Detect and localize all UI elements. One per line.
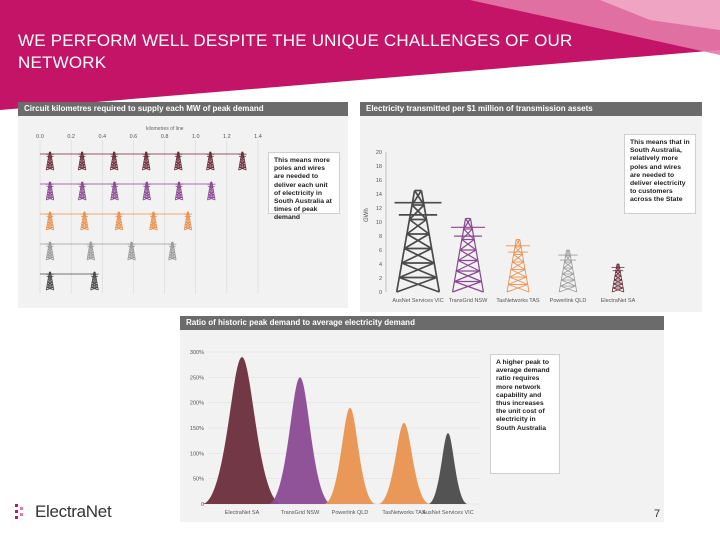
- slide-header: WE PERFORM WELL DESPITE THE UNIQUE CHALL…: [0, 0, 720, 110]
- transmitted-category-label: TransGrid NSW: [449, 298, 488, 304]
- circuit-km-tower: [110, 181, 119, 201]
- transmitted-category-label: TasNetworks TAS: [496, 298, 540, 304]
- circuit-km-tower: [168, 241, 177, 261]
- transmitted-chart-title: Electricity transmitted per $1 million o…: [360, 102, 702, 116]
- circuit-km-tick-label: 0.0: [36, 134, 44, 140]
- circuit-km-tick-label: 0.8: [161, 134, 169, 140]
- circuit-km-callout: This means more poles and wires are need…: [268, 152, 340, 221]
- transmitted-bar: [611, 263, 625, 293]
- transmitted-callout: This means that in South Australia, rela…: [624, 134, 696, 214]
- circuit-km-tower: [45, 271, 55, 291]
- transmitted-bar: [394, 189, 442, 293]
- circuit-km-tower: [78, 181, 87, 201]
- transmitted-tick-label: 16: [376, 178, 382, 184]
- peak-ratio-tick-label: 250%: [190, 375, 204, 381]
- circuit-km-tower: [109, 151, 119, 171]
- peak-ratio-category-label: ElectraNet SA: [225, 510, 260, 516]
- transmitted-tick-label: 0: [379, 290, 382, 296]
- circuit-km-tower: [183, 211, 193, 231]
- transmitted-y-axis-label: GWh: [364, 208, 370, 222]
- circuit-km-tower: [142, 151, 151, 171]
- circuit-km-tower: [80, 211, 89, 231]
- peak-ratio-category-label: TasNetworks TAS: [382, 510, 426, 516]
- circuit-km-tick-label: 1.0: [192, 134, 200, 140]
- circuit-km-tower: [206, 151, 215, 171]
- circuit-km-tick-label: 0.4: [98, 134, 106, 140]
- peak-ratio-chart: 0 50% 100% 150% 200% 250% 300% ElectraNet SA Tr…: [190, 350, 480, 516]
- circuit-km-tower: [90, 271, 99, 291]
- peak-ratio-tick-label: 0: [201, 502, 204, 508]
- circuit-km-tower: [45, 211, 55, 231]
- circuit-km-tower: [149, 211, 158, 231]
- circuit-km-panel: Circuit kilometres required to supply ea…: [18, 102, 348, 308]
- circuit-km-tick-label: 1.2: [223, 134, 231, 140]
- peak-ratio-category-label: TransGrid NSW: [281, 510, 320, 516]
- peak-ratio-tick-label: 300%: [190, 350, 204, 356]
- circuit-km-tower: [174, 151, 183, 171]
- peak-ratio-category-label: AusNet Services VIC: [422, 510, 473, 516]
- circuit-km-tower: [127, 241, 136, 261]
- peak-ratio-tick-label: 50%: [193, 477, 204, 483]
- circuit-km-tower: [77, 151, 87, 171]
- circuit-km-axis-label: kilometres of line: [146, 126, 184, 132]
- peak-ratio-peak: [378, 422, 430, 504]
- circuit-km-tower: [86, 241, 95, 261]
- peak-ratio-tick-label: 100%: [190, 451, 204, 457]
- circuit-km-tick-label: 0.6: [130, 134, 138, 140]
- peak-ratio-callout: A higher peak to average demand ratio re…: [490, 354, 560, 474]
- circuit-km-tower: [45, 181, 55, 201]
- electranet-logo-text: ElectraNet: [35, 502, 112, 521]
- transmitted-bar: [505, 239, 531, 293]
- transmitted-tick-label: 4: [379, 262, 382, 268]
- slide-title: WE PERFORM WELL DESPITE THE UNIQUE CHALL…: [18, 31, 573, 72]
- peak-ratio-panel: Ratio of historic peak demand to average…: [180, 316, 664, 522]
- peak-ratio-category-label: Powerlink QLD: [332, 510, 369, 516]
- peak-ratio-peak: [324, 407, 376, 504]
- transmitted-bar: [558, 249, 578, 293]
- circuit-km-tower: [238, 151, 247, 171]
- peak-ratio-chart-title: Ratio of historic peak demand to average…: [180, 316, 664, 330]
- transmitted-tick-label: 12: [376, 206, 382, 212]
- circuit-km-tower: [45, 241, 55, 261]
- transmitted-tick-label: 8: [379, 234, 382, 240]
- electranet-logo-icon: [15, 504, 23, 519]
- transmitted-tick-label: 18: [376, 164, 382, 170]
- electranet-logo: ElectraNet: [14, 500, 112, 524]
- peak-ratio-tick-label: 150%: [190, 426, 204, 432]
- circuit-km-tower: [45, 151, 55, 171]
- transmitted-chart: GWh 0 2 4 6 8 10 12 14 16 18 20 AusNet Services VI…: [364, 150, 636, 304]
- transmitted-category-label: AusNet Services VIC: [392, 298, 443, 304]
- transmitted-bar: [451, 217, 485, 293]
- transmitted-category-label: Powerlink QLD: [550, 298, 587, 304]
- transmitted-category-label: ElectraNet SA: [601, 298, 636, 304]
- transmitted-tick-label: 2: [379, 276, 382, 282]
- peak-ratio-peak: [268, 377, 332, 504]
- circuit-km-tower: [174, 181, 184, 201]
- circuit-km-tower: [142, 181, 151, 201]
- transmitted-tick-label: 10: [376, 220, 382, 226]
- circuit-km-tick-label: 0.2: [67, 134, 75, 140]
- transmitted-tick-label: 6: [379, 248, 382, 254]
- circuit-km-tower: [207, 181, 216, 201]
- peak-ratio-peak: [202, 357, 282, 504]
- circuit-km-chart-title: Circuit kilometres required to supply ea…: [18, 102, 348, 116]
- peak-ratio-tick-label: 200%: [190, 401, 204, 407]
- header-background: [0, 0, 720, 110]
- transmitted-tick-label: 20: [376, 150, 382, 156]
- transmitted-tick-label: 14: [376, 192, 382, 198]
- peak-ratio-peak: [428, 433, 468, 504]
- page-number: 7: [654, 508, 661, 520]
- transmitted-panel: Electricity transmitted per $1 million o…: [360, 102, 702, 312]
- circuit-km-tower: [114, 211, 124, 231]
- circuit-km-tick-label: 1.4: [254, 134, 262, 140]
- circuit-km-chart: kilometres of line 0.0 0.2 0.4 0.6 0.8 1.0 1.2…: [36, 126, 262, 294]
